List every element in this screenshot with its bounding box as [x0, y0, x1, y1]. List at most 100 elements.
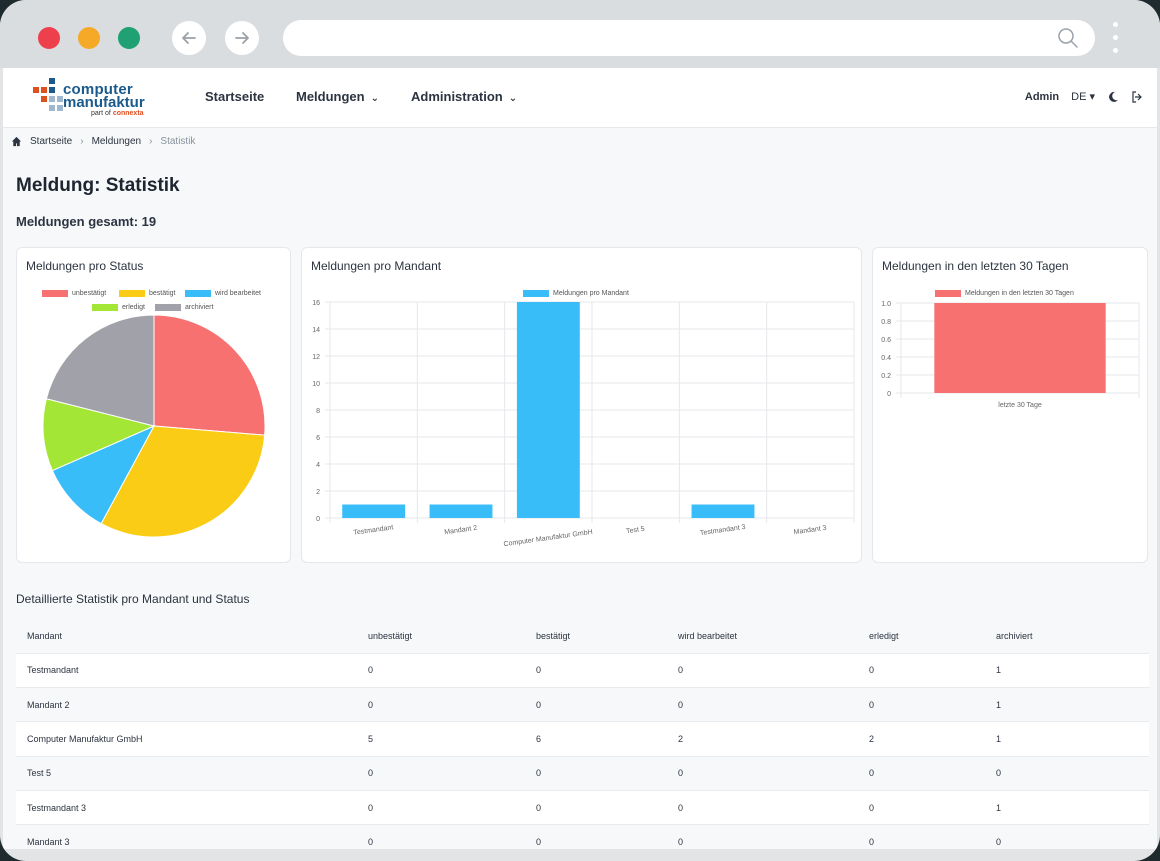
chevron-right-icon: ›: [80, 136, 84, 147]
last30-bar-chart: 0 0.2 0.4 0.6 0.8 1.0 letzte 30 Tage: [881, 301, 1140, 409]
column-header: archiviert: [996, 630, 1033, 641]
mandant-bar-chart: 0 2 4 6 8 10 12 14 16 Testmandant Mandant 2 Compute…: [312, 300, 855, 548]
table-cell: Testmandant 3: [16, 790, 357, 825]
pie-slice[interactable]: [100, 425, 266, 538]
table-cell: 0: [858, 652, 985, 688]
y-tick-label: 8: [316, 408, 320, 415]
y-tick-label: 0.4: [881, 355, 891, 362]
legend-item[interactable]: archiviert: [155, 304, 213, 311]
table-cell: 0: [667, 790, 858, 825]
legend-item[interactable]: Meldungen pro Mandant: [523, 290, 629, 297]
chevron-down-icon: ⌄: [508, 93, 518, 104]
pie-slice[interactable]: [45, 314, 155, 427]
logo-text-line1: computer: [63, 81, 133, 98]
pie-slice[interactable]: [51, 424, 156, 525]
table-cell: 0: [667, 824, 858, 849]
table-cell: Mandant 3: [16, 824, 357, 849]
breadcrumb: Startseite › Meldungen › Statistik: [11, 136, 195, 147]
breadcrumb-home[interactable]: Startseite: [30, 136, 73, 147]
user-name[interactable]: Admin: [1024, 90, 1060, 103]
moon-icon[interactable]: [1107, 91, 1119, 103]
caret-down-icon: ▾: [1089, 91, 1095, 103]
mandant-chart-card: Meldungen pro Mandant Meldungen pro Mand…: [301, 247, 862, 563]
y-tick-label: 0: [887, 391, 891, 398]
bar[interactable]: [342, 504, 406, 519]
company-logo[interactable]: computer manufaktur part of connexta: [27, 77, 157, 119]
legend-item[interactable]: erledigt: [92, 304, 145, 311]
table-cell: 0: [985, 755, 1149, 791]
table-cell: 0: [525, 790, 667, 825]
y-tick-label: 0.6: [881, 337, 891, 344]
top-navigation: computer manufaktur part of connexta Sta…: [3, 68, 1157, 128]
logout-icon[interactable]: [1131, 90, 1143, 103]
app-page: computer manufaktur part of connexta Sta…: [3, 68, 1157, 849]
address-bar[interactable]: [283, 20, 1095, 56]
table-cell: Mandant 2: [16, 686, 357, 722]
table-cell: Computer Manufaktur GmbH: [16, 721, 357, 757]
status-pie-chart: [42, 314, 266, 538]
table-row: Computer Manufaktur GmbH 5 6 2 2 1: [16, 721, 1149, 757]
table-cell: 6: [525, 721, 667, 757]
bar[interactable]: [691, 504, 755, 519]
y-tick-label: 4: [316, 462, 320, 469]
pie-slice[interactable]: [153, 314, 266, 436]
table-cell: 0: [985, 824, 1149, 849]
column-header: Mandant: [27, 630, 63, 641]
language-select[interactable]: DE ▾: [1071, 91, 1095, 103]
table-cell: 1: [985, 721, 1149, 757]
page-title: Meldung: Statistik: [16, 175, 180, 196]
legend-item[interactable]: wird bearbeitet: [185, 290, 261, 297]
nav-meldungen[interactable]: Meldungen ⌄: [296, 89, 379, 104]
nav-administration[interactable]: Administration ⌄: [411, 89, 518, 104]
back-button[interactable]: [172, 21, 206, 55]
bar[interactable]: [516, 302, 580, 518]
detail-table: Mandant unbestätigt bestätigt wird bearb…: [16, 619, 1149, 849]
table-cell: 0: [667, 686, 858, 722]
table-cell: 0: [858, 790, 985, 825]
logo-tagline: part of connexta: [91, 110, 144, 117]
nav-startseite[interactable]: Startseite: [205, 89, 265, 104]
breadcrumb-current: Statistik: [160, 136, 196, 147]
legend-item[interactable]: Meldungen in den letzten 30 Tagen: [935, 290, 1074, 297]
y-tick-label: 10: [312, 381, 320, 388]
table-cell: 0: [357, 652, 525, 688]
table-cell: 0: [525, 755, 667, 791]
table-cell: 0: [525, 686, 667, 722]
table-row: Testmandant 0 0 0 0 1: [16, 652, 1149, 688]
bar[interactable]: [934, 303, 1106, 393]
pie-slice[interactable]: [42, 398, 156, 472]
bar[interactable]: [429, 504, 493, 519]
table-cell: Testmandant: [16, 652, 357, 688]
table-cell: 0: [357, 755, 525, 791]
forward-button[interactable]: [225, 21, 259, 55]
y-tick-label: 0: [316, 516, 320, 523]
browser-menu-button[interactable]: [1113, 22, 1119, 56]
y-tick-label: 1.0: [881, 301, 891, 308]
y-tick-label: 0.2: [881, 373, 891, 380]
y-tick-label: 12: [312, 354, 320, 361]
table-cell: 0: [357, 824, 525, 849]
logo-text-line2: manufaktur: [63, 94, 145, 111]
x-tick-label: Testmandant: [353, 524, 394, 537]
table-cell: 1: [985, 790, 1149, 825]
browser-toolbar: [0, 0, 1160, 68]
x-tick-label: Mandant 3: [793, 525, 827, 537]
maximize-window-button[interactable]: [118, 27, 140, 49]
home-icon[interactable]: [11, 136, 22, 147]
arrow-right-icon: [235, 32, 249, 44]
breadcrumb-meldungen[interactable]: Meldungen: [91, 136, 142, 147]
table-cell: 0: [858, 755, 985, 791]
minimize-window-button[interactable]: [78, 27, 100, 49]
close-window-button[interactable]: [38, 27, 60, 49]
table-cell: Test 5: [16, 755, 357, 791]
legend-item[interactable]: unbestätigt: [42, 290, 106, 297]
y-tick-label: 2: [316, 489, 320, 496]
table-cell: 0: [858, 824, 985, 849]
legend-item[interactable]: bestätigt: [119, 290, 175, 297]
column-header: wird bearbeitet: [678, 630, 738, 641]
table-cell: 2: [858, 721, 985, 757]
y-tick-label: 14: [312, 327, 320, 334]
